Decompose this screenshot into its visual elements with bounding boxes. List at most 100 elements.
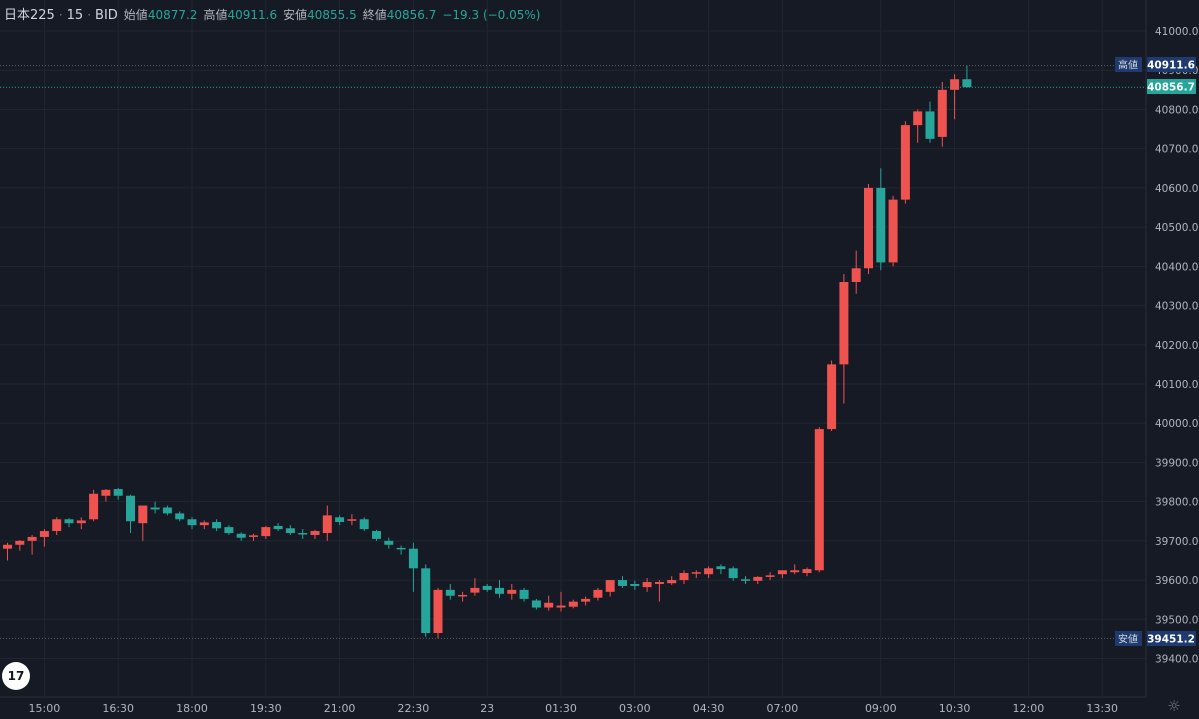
candle [654, 580, 664, 602]
x-tick-label: 01:30 [545, 702, 577, 715]
y-tick-label: 39400.0 [1155, 654, 1198, 666]
y-tick-label: 40500.0 [1155, 222, 1198, 234]
candle [335, 515, 345, 526]
candle-body [679, 573, 689, 581]
candle [851, 250, 861, 294]
low-label: 安値 [283, 8, 308, 22]
candle [728, 566, 738, 581]
candle [310, 529, 320, 539]
candle [249, 533, 258, 541]
candle [900, 121, 910, 204]
candle-body [470, 587, 480, 593]
candle-body [39, 531, 49, 537]
candle-body [888, 199, 898, 263]
price-axis[interactable]: 39400.0 39500.0 39600.0 39700.0 39800.0 39900… [1155, 26, 1198, 666]
candle [408, 542, 418, 592]
interval[interactable]: 15 [66, 8, 84, 23]
candle-body [199, 522, 209, 526]
candle [864, 183, 873, 275]
gear-icon[interactable]: ☼ [1167, 697, 1181, 715]
candle-body [753, 576, 763, 581]
candle [64, 518, 74, 528]
symbol-name[interactable]: 日本225 [4, 8, 55, 23]
candle-body [15, 540, 25, 545]
low-value-box [1147, 631, 1196, 646]
candle [827, 360, 837, 432]
high-value-box [1147, 57, 1196, 72]
candle-body [433, 589, 443, 634]
candle-body [445, 589, 455, 596]
last-price-box [1147, 79, 1196, 94]
candle [298, 529, 308, 539]
y-tick-label: 39600.0 [1155, 575, 1198, 587]
candle [384, 537, 394, 549]
candle [285, 525, 295, 535]
separator-dot: · [58, 8, 63, 22]
candle [261, 525, 271, 539]
candle-body [691, 572, 701, 574]
candle-body [704, 568, 714, 575]
y-tick-label: 39900.0 [1155, 457, 1198, 469]
candle [445, 583, 455, 600]
candle [605, 580, 615, 597]
candle [150, 501, 160, 514]
symbol-legend[interactable]: 日本225 · 15 · BID 始値 40877.2 高値 40911.6 安… [4, 4, 541, 23]
candle [544, 595, 554, 611]
x-tick-label: 04:30 [693, 702, 725, 715]
candle-body [273, 525, 283, 530]
candle [15, 540, 25, 551]
low-tag-label: 安値 [1118, 633, 1138, 646]
candle [741, 576, 750, 584]
y-tick-label: 40600.0 [1155, 183, 1198, 195]
candle-body [950, 79, 960, 90]
candle [962, 65, 972, 88]
candle-body [913, 111, 923, 126]
candle [556, 591, 566, 612]
candle-body [544, 602, 554, 608]
candle-body [162, 507, 172, 514]
low-value-label: 39451.2 [1147, 634, 1195, 646]
candle-body [261, 527, 271, 537]
y-tick-label: 40300.0 [1155, 301, 1198, 313]
y-tick-label: 39500.0 [1155, 614, 1198, 626]
candle [101, 489, 111, 502]
high-value-label: 40911.6 [1147, 60, 1195, 72]
time-axis[interactable]: 15:00 16:30 18:00 19:30 21:00 22:30 23 01:30 03:… [29, 702, 1119, 715]
low-value: 40855.5 [307, 8, 357, 22]
high-marker: 高値 40911.6 [1115, 57, 1196, 72]
candle-body [27, 536, 37, 541]
candle-body [347, 519, 357, 521]
candle-body [937, 89, 947, 137]
x-tick-label: 22:30 [398, 702, 430, 715]
candle-body [531, 600, 541, 608]
candle [273, 523, 283, 532]
candle-body [581, 598, 591, 602]
candle-body [605, 580, 615, 592]
x-tick-label: 16:30 [102, 702, 134, 715]
candle [396, 545, 406, 555]
x-tick-label: 19:30 [250, 702, 282, 715]
change-value: −19.3 (−0.05%) [442, 8, 541, 22]
price-source: BID [95, 8, 118, 23]
candle-body [876, 187, 886, 263]
tradingview-logo-icon[interactable]: 17 [2, 662, 30, 690]
candle [175, 511, 185, 522]
candle-body [568, 601, 578, 607]
candle [433, 587, 443, 639]
y-tick-label: 39800.0 [1155, 497, 1198, 509]
high-tag-box [1115, 57, 1142, 72]
candle-body [851, 268, 861, 282]
candle-body [864, 187, 873, 269]
candle-body [359, 519, 369, 530]
candle [224, 525, 234, 535]
candle-body [777, 570, 787, 575]
candle [372, 529, 381, 541]
x-tick-label: 21:00 [324, 702, 356, 715]
candle [950, 74, 960, 120]
candle [618, 576, 627, 588]
candle-body [212, 522, 222, 529]
candle [458, 591, 468, 602]
price-tags: 高値 40911.6 40856.7 安値 39451.2 [1115, 57, 1196, 646]
candle-body [790, 570, 800, 573]
